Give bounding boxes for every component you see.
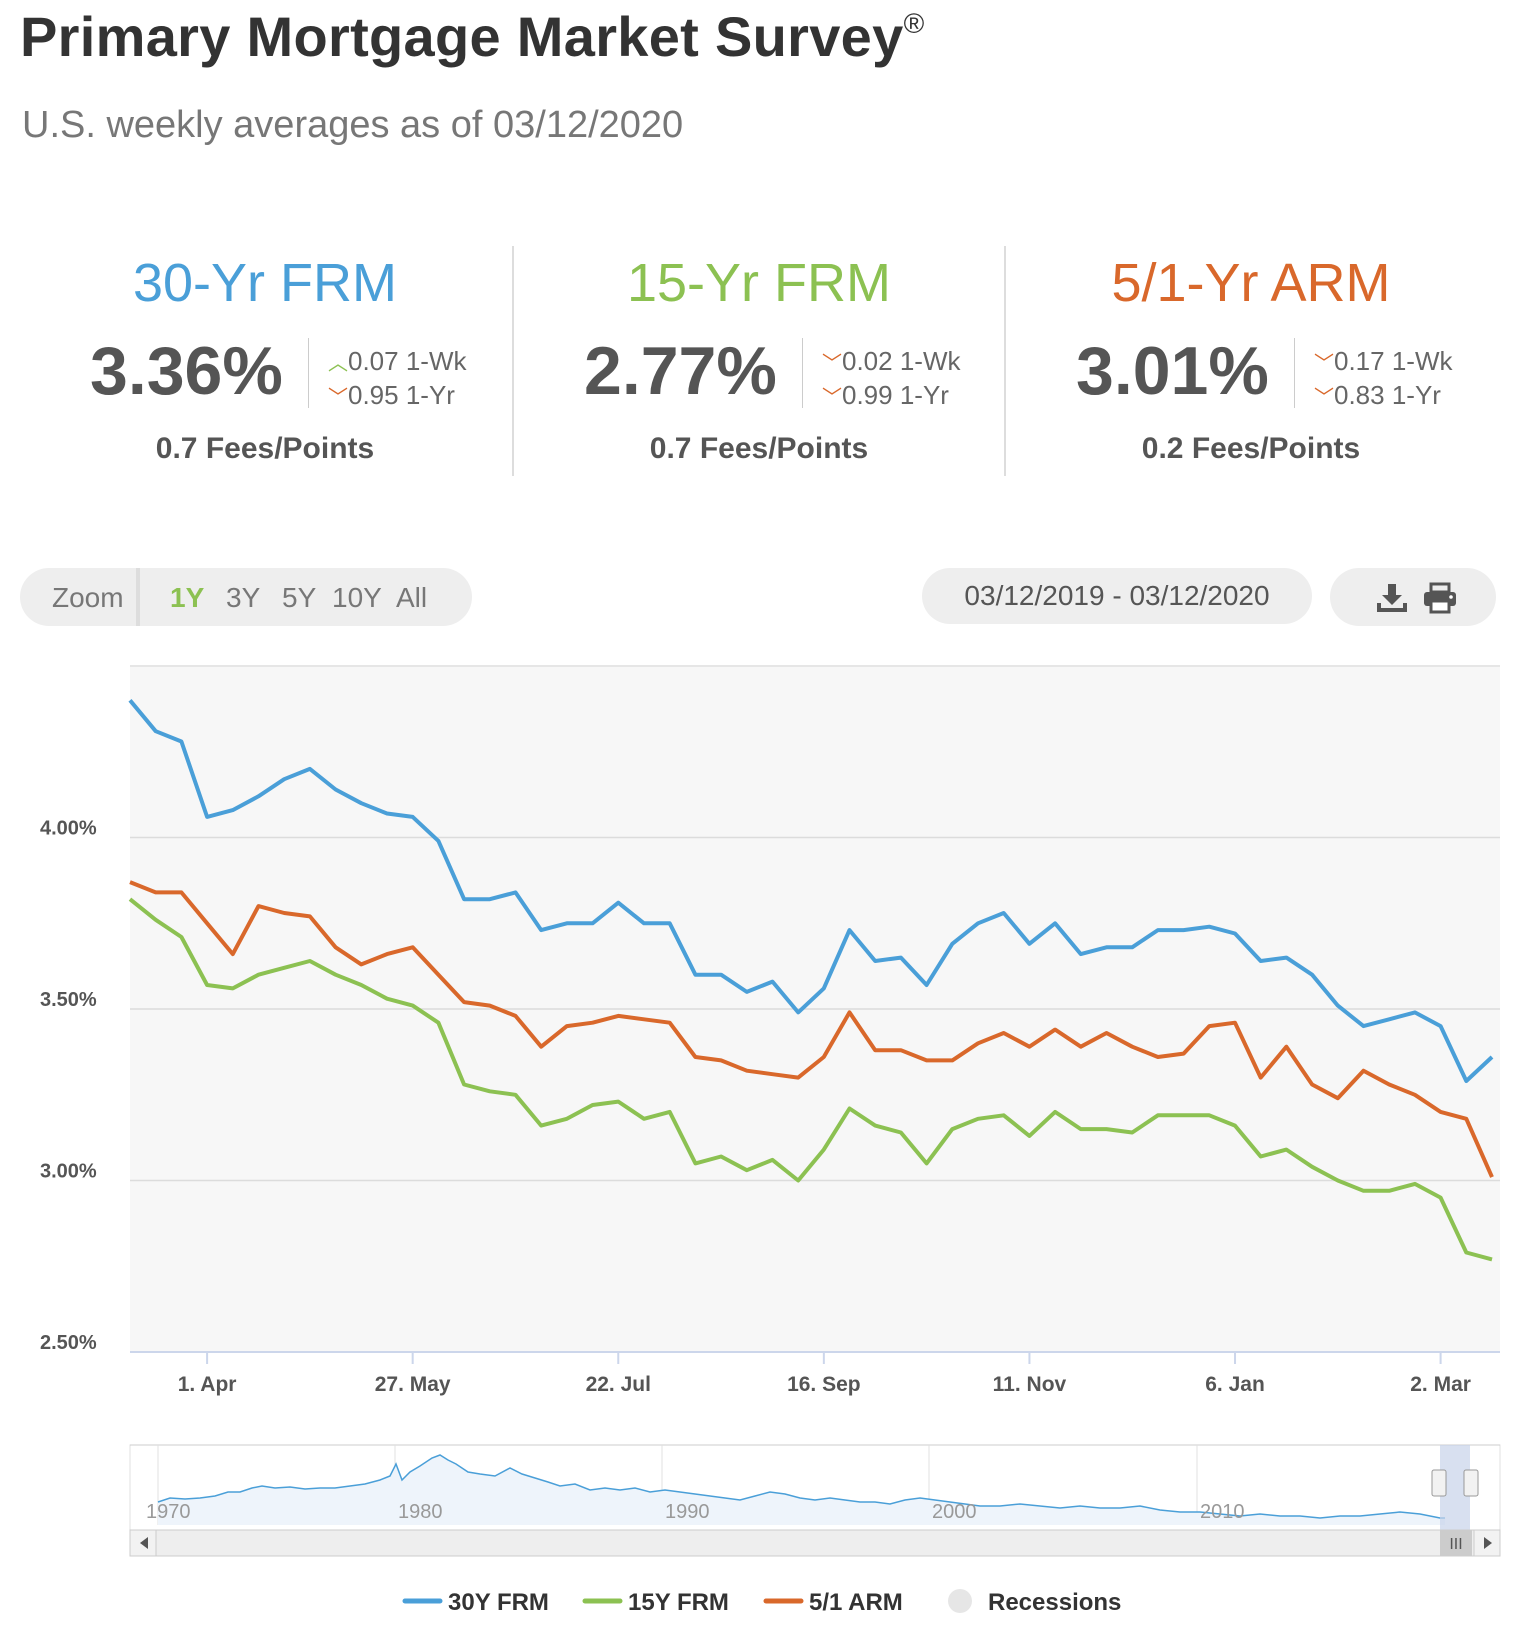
fees-points: 0.2 Fees/Points [1141, 432, 1361, 465]
navigator-tick-label: 1970 [146, 1501, 191, 1523]
series-line-15y-frm[interactable] [128, 897, 1493, 1262]
x-tick-label: 6. Jan [1205, 1373, 1265, 1396]
x-tick-label: 22. Jul [586, 1373, 651, 1396]
arrow-down-icon: ﹀ [1314, 387, 1334, 409]
series-line-30y-frm[interactable] [128, 699, 1494, 1083]
navigator-tick-label: 1980 [398, 1501, 443, 1523]
legend: 30Y FRM 15Y FRM 5/1 ARM Recessions [402, 1589, 1121, 1616]
zoom-selector: Zoom 1Y 3Y 5Y 10Y All [20, 568, 472, 626]
scrollbar-track[interactable] [129, 1529, 1501, 1557]
arrow-down-icon: ﹀ [328, 387, 348, 409]
page-subtitle: U.S. weekly averages as of 03/12/2020 [22, 104, 684, 146]
fees-points: 0.7 Fees/Points [155, 432, 375, 465]
year-change: ﹀0.95 1-Yr [328, 380, 455, 410]
download-icon[interactable] [1374, 582, 1410, 614]
rate-panel-30yr: 30-Yr FRM 3.36% ︿0.07 1-Wk ﹀0.95 1-Yr 0.… [20, 240, 510, 480]
navigator-area [158, 1455, 1445, 1525]
navigator-tick-label: 2000 [932, 1501, 977, 1523]
arrow-up-icon: ︿ [328, 353, 348, 375]
fees-points: 0.7 Fees/Points [649, 432, 869, 465]
y-tick-label: 4.00% [40, 818, 97, 840]
zoom-label: Zoom [52, 582, 124, 613]
legend-item-arm[interactable]: 5/1 ARM [763, 1589, 903, 1616]
scrollbar-grip-icon: III [1449, 1536, 1462, 1553]
zoom-separator [136, 568, 140, 626]
series-line-5-1-arm[interactable] [129, 880, 1494, 1178]
rate-value: 3.36% [90, 333, 283, 409]
print-icon[interactable] [1422, 582, 1458, 614]
legend-label: 15Y FRM [628, 1589, 729, 1616]
scrollbar[interactable]: III [129, 1529, 1501, 1557]
rate-separator [802, 338, 803, 408]
rate-value: 2.77% [584, 333, 777, 409]
zoom-all-button[interactable]: All [396, 582, 428, 613]
x-tick-label: 27. May [375, 1373, 451, 1396]
scroll-left-icon [140, 1537, 148, 1549]
rates-chart: 2.50% 3.00% 3.50% 4.00% 1. Apr 27. May 22. Ju… [40, 665, 1501, 1616]
zoom-5y-button[interactable]: 5Y [282, 582, 317, 613]
zoom-1y-button[interactable]: 1Y [170, 582, 205, 613]
legend-swatch-recessions [948, 1589, 972, 1613]
navigator-left-handle[interactable] [1431, 1469, 1447, 1497]
x-tick-label: 16. Sep [787, 1373, 861, 1396]
zoom-3y-button[interactable]: 3Y [226, 582, 261, 613]
legend-label: 30Y FRM [448, 1589, 549, 1616]
y-tick-label: 3.00% [40, 1161, 97, 1183]
scroll-right-icon [1484, 1537, 1492, 1549]
navigator[interactable]: 1970 1980 1990 2000 2010 [129, 1444, 1501, 1531]
week-change: ︿0.07 1-Wk [328, 346, 467, 376]
scrollbar-thumb[interactable] [1440, 1530, 1472, 1556]
panel-divider [1004, 246, 1006, 476]
legend-label: Recessions [988, 1589, 1121, 1616]
legend-item-recessions[interactable]: Recessions [948, 1589, 1121, 1616]
y-tick-label: 3.50% [40, 989, 97, 1011]
navigator-line [157, 1454, 1445, 1519]
navigator-tick-label: 2010 [1200, 1501, 1245, 1523]
zoom-10y-button[interactable]: 10Y [332, 582, 382, 613]
y-tick-label: 2.50% [40, 1332, 97, 1354]
legend-item-15y-frm[interactable]: 15Y FRM [582, 1589, 729, 1616]
week-change: ﹀0.02 1-Wk [822, 346, 961, 376]
x-tick-label: 2. Mar [1410, 1373, 1471, 1396]
date-range-picker[interactable]: 03/12/2019 - 03/12/2020 [922, 568, 1312, 624]
registered-mark: ® [903, 8, 925, 39]
page-title: Primary Mortgage Market Survey® [20, 5, 925, 68]
arrow-down-icon: ﹀ [1314, 353, 1334, 375]
x-tick-label: 11. Nov [993, 1373, 1067, 1396]
rate-value: 3.01% [1076, 333, 1269, 409]
rate-separator [308, 338, 309, 408]
rate-name: 15-Yr FRM [626, 253, 891, 313]
navigator-tick-label: 1990 [665, 1501, 710, 1523]
chart-tools [1330, 568, 1496, 626]
year-change: ﹀0.99 1-Yr [822, 380, 949, 410]
rate-separator [1294, 338, 1295, 408]
x-tick-label: 1. Apr [178, 1373, 237, 1396]
rate-panel-arm: 5/1-Yr ARM 3.01% ﹀0.17 1-Wk ﹀0.83 1-Yr 0… [1006, 240, 1496, 480]
week-change: ﹀0.17 1-Wk [1314, 346, 1453, 376]
arrow-down-icon: ﹀ [822, 387, 842, 409]
navigator-right-handle[interactable] [1463, 1469, 1479, 1497]
rate-name: 30-Yr FRM [132, 253, 397, 313]
legend-label: 5/1 ARM [809, 1589, 903, 1616]
rate-panel-15yr: 15-Yr FRM 2.77% ﹀0.02 1-Wk ﹀0.99 1-Yr 0.… [514, 240, 1004, 480]
year-change: ﹀0.83 1-Yr [1314, 380, 1441, 410]
panel-divider [512, 246, 514, 476]
arrow-down-icon: ﹀ [822, 353, 842, 375]
legend-item-30y-frm[interactable]: 30Y FRM [402, 1589, 549, 1616]
rate-name: 5/1-Yr ARM [1111, 253, 1391, 313]
